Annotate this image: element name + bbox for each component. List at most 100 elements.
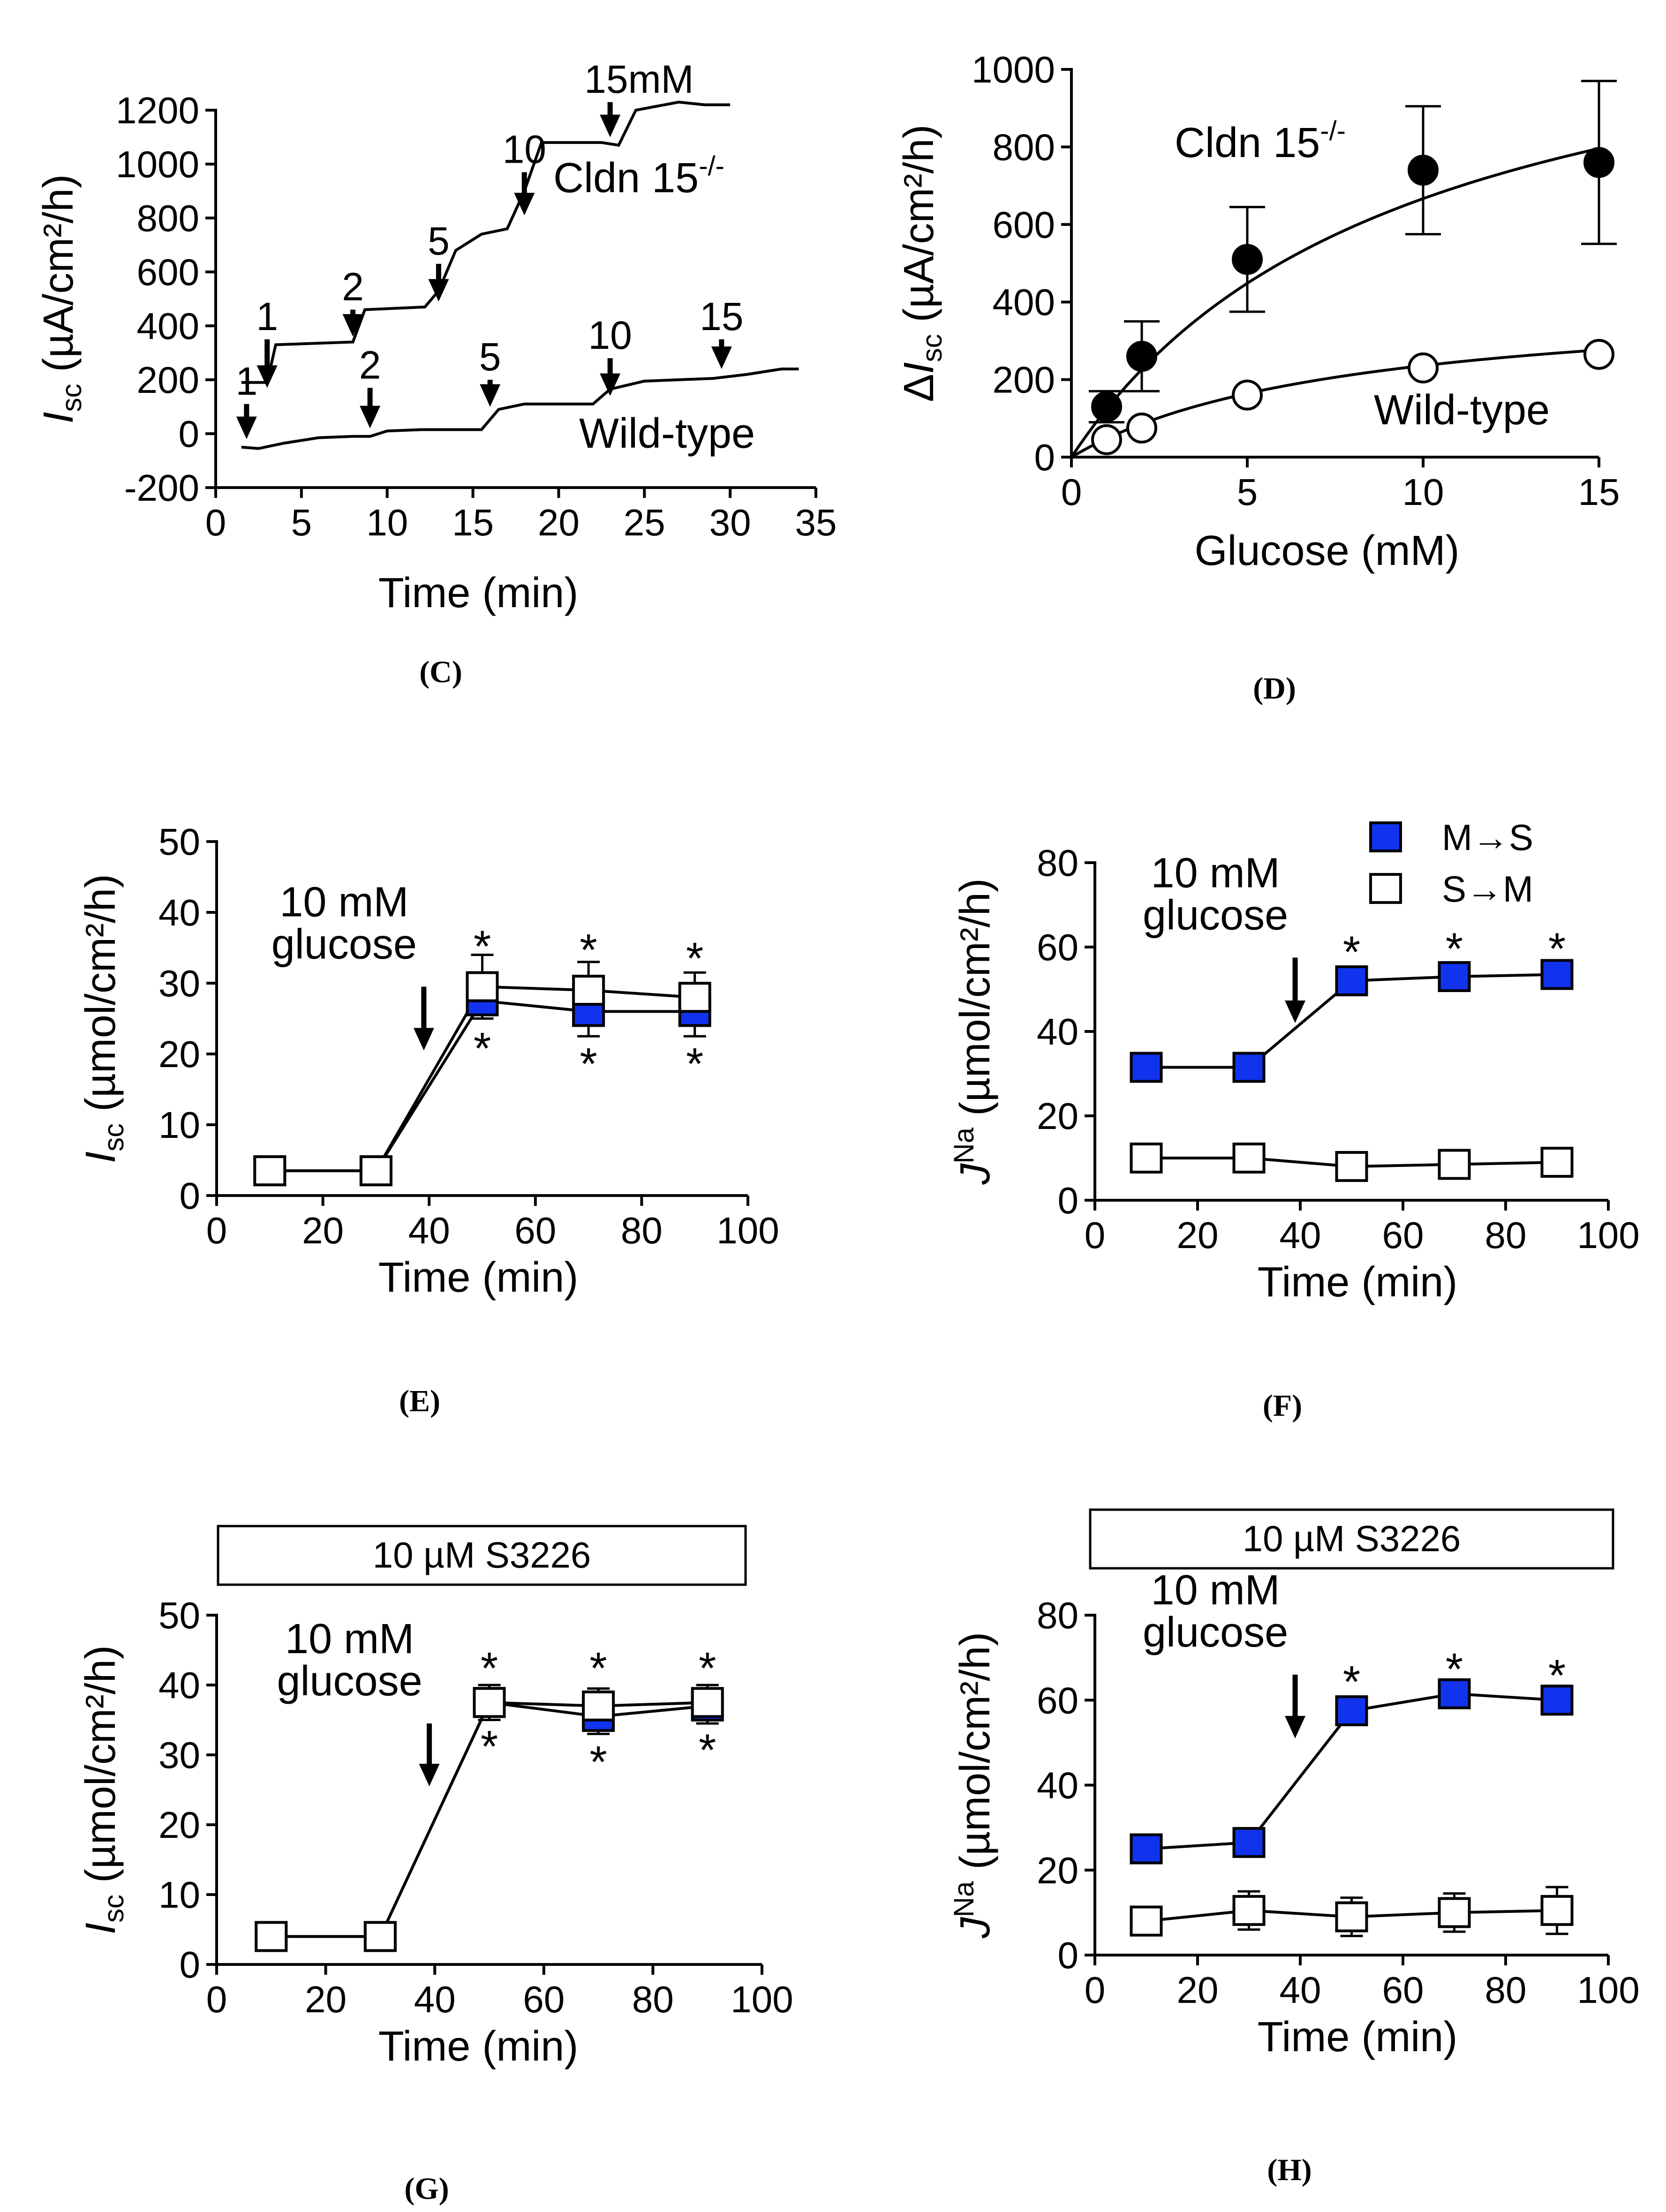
data-point-s-to-m <box>253 1155 286 1187</box>
data-point-m-to-s <box>1232 1052 1266 1083</box>
y-tick-label: 60 <box>1037 1679 1078 1721</box>
data-point-s-to-m <box>363 1921 397 1952</box>
y-tick-label: 1200 <box>116 90 199 131</box>
legend-swatch <box>1369 821 1402 852</box>
data-point-cldn15 <box>1232 244 1263 275</box>
arrow-head <box>428 279 449 302</box>
x-tick-label: 30 <box>709 502 751 543</box>
y-tick-label: 200 <box>137 359 199 401</box>
y-axis-title-subscript: sc <box>916 334 948 362</box>
y-tick-label: 30 <box>158 963 200 1004</box>
data-point-s-to-m <box>1335 1151 1368 1182</box>
y-tick-label: 40 <box>158 1664 200 1706</box>
significance-star: * <box>481 1643 498 1693</box>
arrow-head <box>1285 1001 1306 1023</box>
y-axis-title: JNa (µmol/cm²/h) <box>948 878 999 1185</box>
glucose-note-line2: glucose <box>1143 1609 1288 1656</box>
x-axis-title: Time (min) <box>378 2023 579 2070</box>
panel-d: 0 5 10 15 0 200 400 600 800 1000 Glucose (mM) ΔIsc … <box>896 49 1620 706</box>
data-point-wild-type <box>1583 339 1614 370</box>
x-tick-label: 20 <box>1177 1214 1219 1256</box>
glucose-arrow <box>413 986 434 1051</box>
addition-label: 1 <box>256 294 278 339</box>
arrow-head <box>600 373 621 396</box>
data-point-m-to-s <box>1540 959 1574 990</box>
data-point-m-to-s <box>1540 1685 1574 1716</box>
panel-e: 0 20 40 60 80 100 0 10 20 30 40 50 Time (min) Isc (µm… <box>77 821 779 1418</box>
x-tick-label: 60 <box>514 1210 556 1251</box>
glucose-arrow <box>419 1723 440 1787</box>
significance-star: * <box>1548 1650 1566 1700</box>
x-tick-label: 20 <box>305 1979 347 2020</box>
x-tick-label: 100 <box>1577 1969 1639 2011</box>
y-axis-title-symbol: I <box>77 1923 124 1934</box>
x-tick-label: 80 <box>632 1979 674 2020</box>
y-tick-label: 10 <box>158 1874 200 1916</box>
legend: M→S S→M <box>1369 817 1533 910</box>
series-label-superscript: -/- <box>699 151 724 181</box>
addition-arrow <box>711 339 732 369</box>
x-tick-label: 0 <box>1061 471 1082 513</box>
panel-h: 10 µM S3226 0 20 40 60 80 100 0 20 40 60 80 Time (mi… <box>948 1508 1640 2187</box>
arrow-head <box>413 1028 434 1051</box>
significance-star: * <box>686 933 703 984</box>
series-label-main: Cldn 15 <box>1175 120 1320 166</box>
arrow-head <box>600 114 621 137</box>
significance-star: * <box>589 1643 607 1693</box>
x-tick-label: 5 <box>1237 471 1258 513</box>
data-point-s-to-m <box>582 1690 615 1722</box>
addition-arrow <box>256 339 278 388</box>
y-axis-title-unit: (µmol/cm²/h) <box>952 878 999 1128</box>
glucose-note-line1: 10 mM <box>1151 850 1280 897</box>
y-tick-label: 400 <box>137 305 199 347</box>
significance-star: * <box>580 925 597 975</box>
legend-label: S→M <box>1442 868 1533 910</box>
significance-star: * <box>1446 924 1463 974</box>
y-tick-label: 20 <box>1037 1850 1078 1891</box>
data-point-s-to-m <box>466 971 499 1002</box>
treatment-box <box>1089 1508 1614 1570</box>
y-axis-title-subscript: sc <box>56 384 87 412</box>
data-point-s-to-m <box>473 1687 506 1718</box>
x-tick-label: 60 <box>1382 1969 1424 2011</box>
y-tick-label: -200 <box>124 467 199 509</box>
data-point-wild-type <box>1232 379 1263 411</box>
data-point-s-to-m <box>1130 1905 1163 1937</box>
x-tick-label: 20 <box>302 1210 344 1251</box>
trace-wild-type <box>241 368 799 450</box>
data-point-s-to-m <box>1335 1901 1368 1933</box>
fit-curve-cldn15 <box>1070 147 1599 458</box>
data-point-m-to-s <box>1438 1678 1471 1709</box>
y-tick-label: 800 <box>993 126 1055 168</box>
arrow-head <box>480 384 501 407</box>
data-point-cldn15 <box>1126 340 1157 372</box>
y-axis-title: ΔIsc (µA/cm²/h) <box>896 125 948 402</box>
x-axis-title: Time (min) <box>1258 2014 1458 2061</box>
y-tick-label: 0 <box>1034 436 1055 478</box>
data-point-m-to-s <box>1232 1827 1266 1858</box>
legend-swatch <box>1369 873 1402 904</box>
x-tick-label: 60 <box>523 1979 565 2020</box>
x-tick-label: 15 <box>452 502 494 543</box>
series-label-wild-type: Wild-type <box>1374 387 1550 434</box>
glucose-note-line2: glucose <box>277 1658 422 1705</box>
series-label-superscript: -/- <box>1320 116 1346 146</box>
y-tick-label: 0 <box>180 1944 201 1986</box>
significance-star: * <box>1446 1644 1463 1694</box>
fit-curve-wild-type <box>1070 348 1599 459</box>
x-tick-label: 100 <box>1577 1214 1639 1256</box>
x-tick-label: 80 <box>621 1210 663 1251</box>
series-label-cldn15: Cldn 15-/- <box>553 151 724 202</box>
glucose-note-line1: 10 mM <box>285 1616 414 1663</box>
y-tick-label: 30 <box>158 1734 200 1776</box>
x-tick-label: 100 <box>731 1979 793 2020</box>
data-point-s-to-m <box>1540 1147 1574 1178</box>
x-tick-label: 15 <box>1578 471 1620 513</box>
addition-label: 2 <box>359 343 381 387</box>
data-point-s-to-m <box>1438 1149 1471 1180</box>
data-point-wild-type <box>1091 424 1122 455</box>
panel-caption: (G) <box>404 2172 449 2206</box>
y-axis-title-symbol: I <box>35 412 82 423</box>
y-tick-label: 40 <box>1037 1765 1078 1806</box>
